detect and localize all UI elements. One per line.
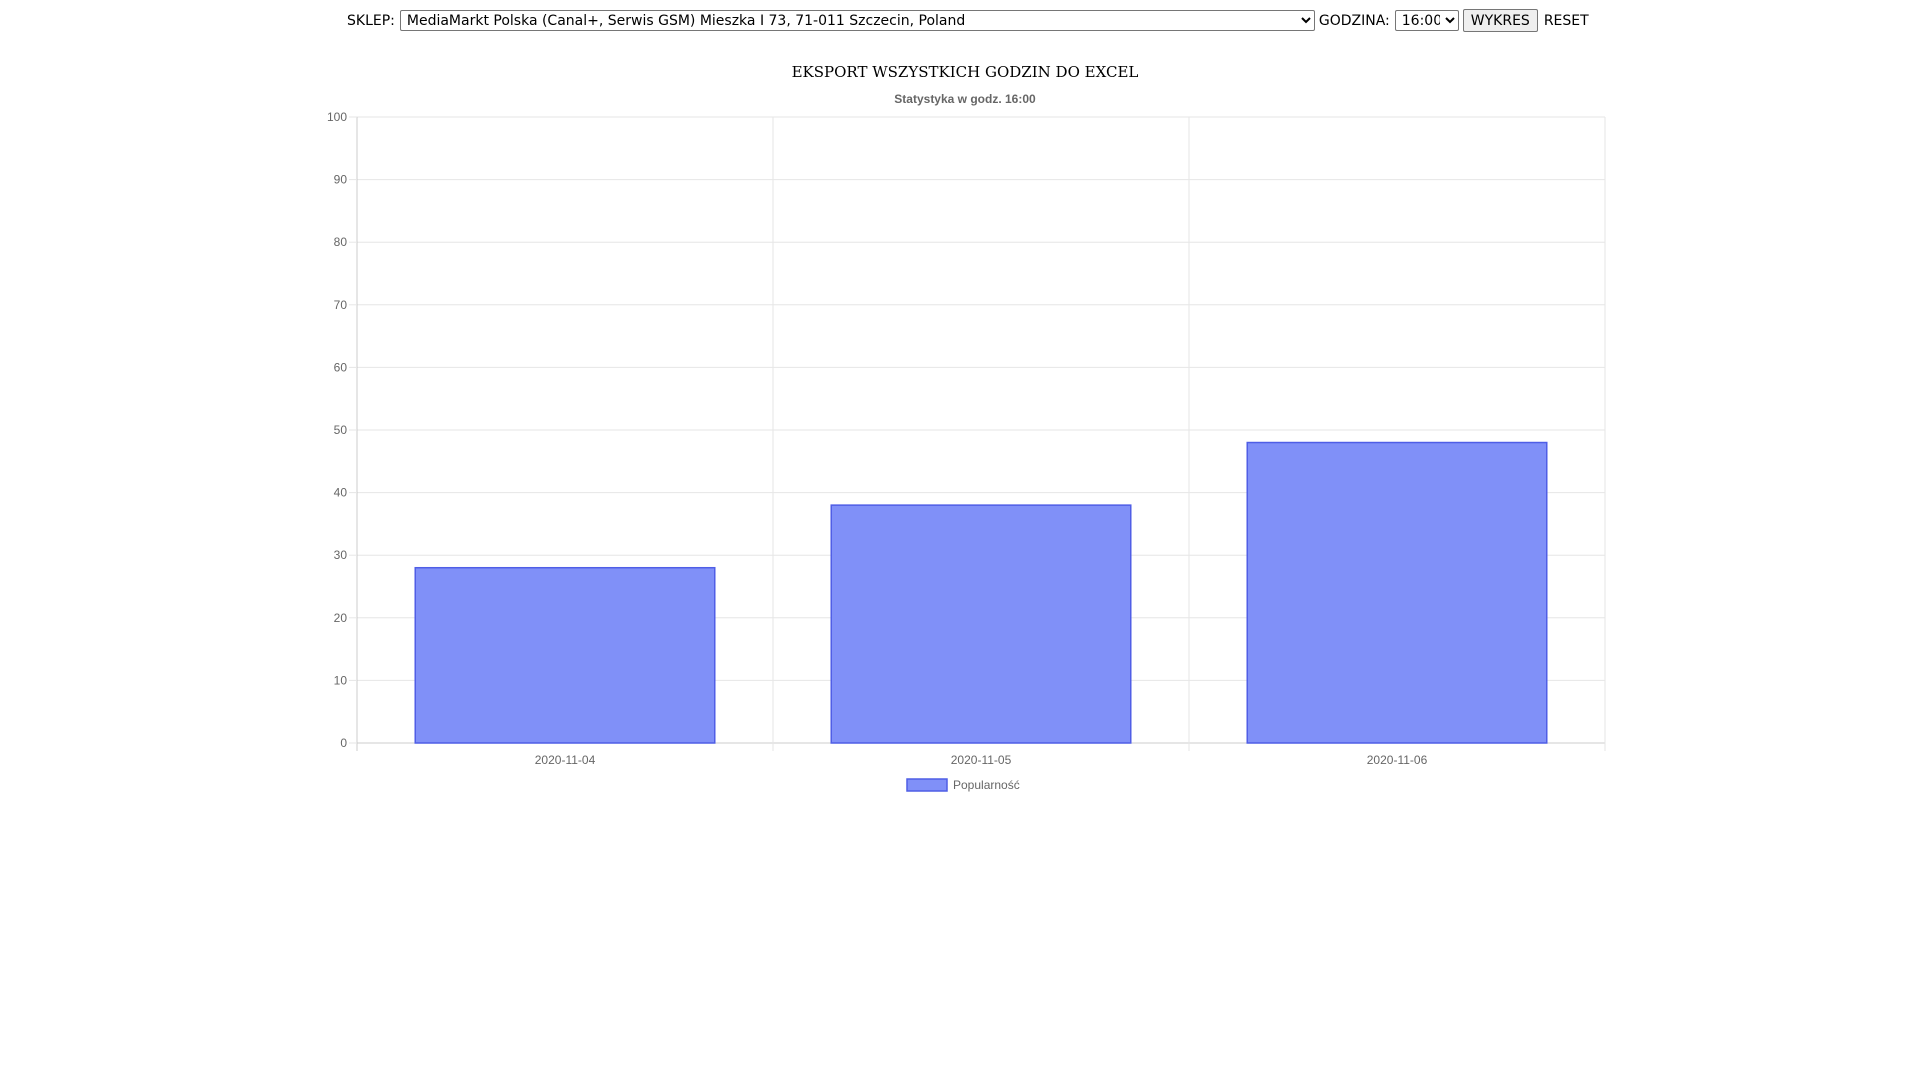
store-label: SKLEP: [347,12,395,29]
y-tick-label: 90 [334,173,348,187]
reset-link[interactable]: RESET [1543,12,1589,29]
bar-2020-11-04[interactable] [414,566,716,744]
y-tick-label: 50 [334,423,348,437]
y-tick-label: 70 [334,298,348,312]
legend-label[interactable]: Popularność [953,778,1020,792]
legend[interactable]: Popularność [906,778,1020,792]
hour-label: GODZINA: [1318,12,1390,29]
x-tick-label: 2020-11-05 [951,753,1012,767]
popularity-chart: 0 10 20 30 40 50 60 70 80 90 100 2020-11-04 2020-11-… [327,92,1606,792]
y-tick-label: 100 [327,110,347,124]
bar-2020-11-06[interactable] [1246,441,1548,744]
y-tick-label: 0 [340,736,347,750]
y-tick-label: 30 [334,548,348,562]
y-tick-label: 40 [334,486,348,500]
export-excel-link[interactable]: EKSPORT WSZYSTKICH GODZIN DO EXCEL [791,63,1139,81]
store-select[interactable]: MediaMarkt Polska (Canal+, Serwis GSM) M… [399,10,1315,31]
bars [414,441,1548,744]
x-tick-label: 2020-11-04 [535,753,596,767]
legend-swatch[interactable] [906,778,948,792]
y-tick-label: 60 [334,360,348,374]
hour-select[interactable]: 16:00 [1394,10,1459,31]
y-tick-label: 20 [334,611,348,625]
x-tick-label: 2020-11-06 [1367,753,1428,767]
y-tick-label: 10 [334,673,348,687]
y-tick-label: 80 [334,235,348,249]
bar-2020-11-05[interactable] [830,504,1132,744]
axes: 0 10 20 30 40 50 60 70 80 90 100 2020-11-04 2020-11-… [327,110,1428,767]
filter-form: SKLEP: MediaMarkt Polska (Canal+, Serwis… [347,9,1589,32]
chart-subtitle: Statystyka w godz. 16:00 [894,92,1036,106]
chart-button[interactable]: WYKRES [1462,9,1538,32]
